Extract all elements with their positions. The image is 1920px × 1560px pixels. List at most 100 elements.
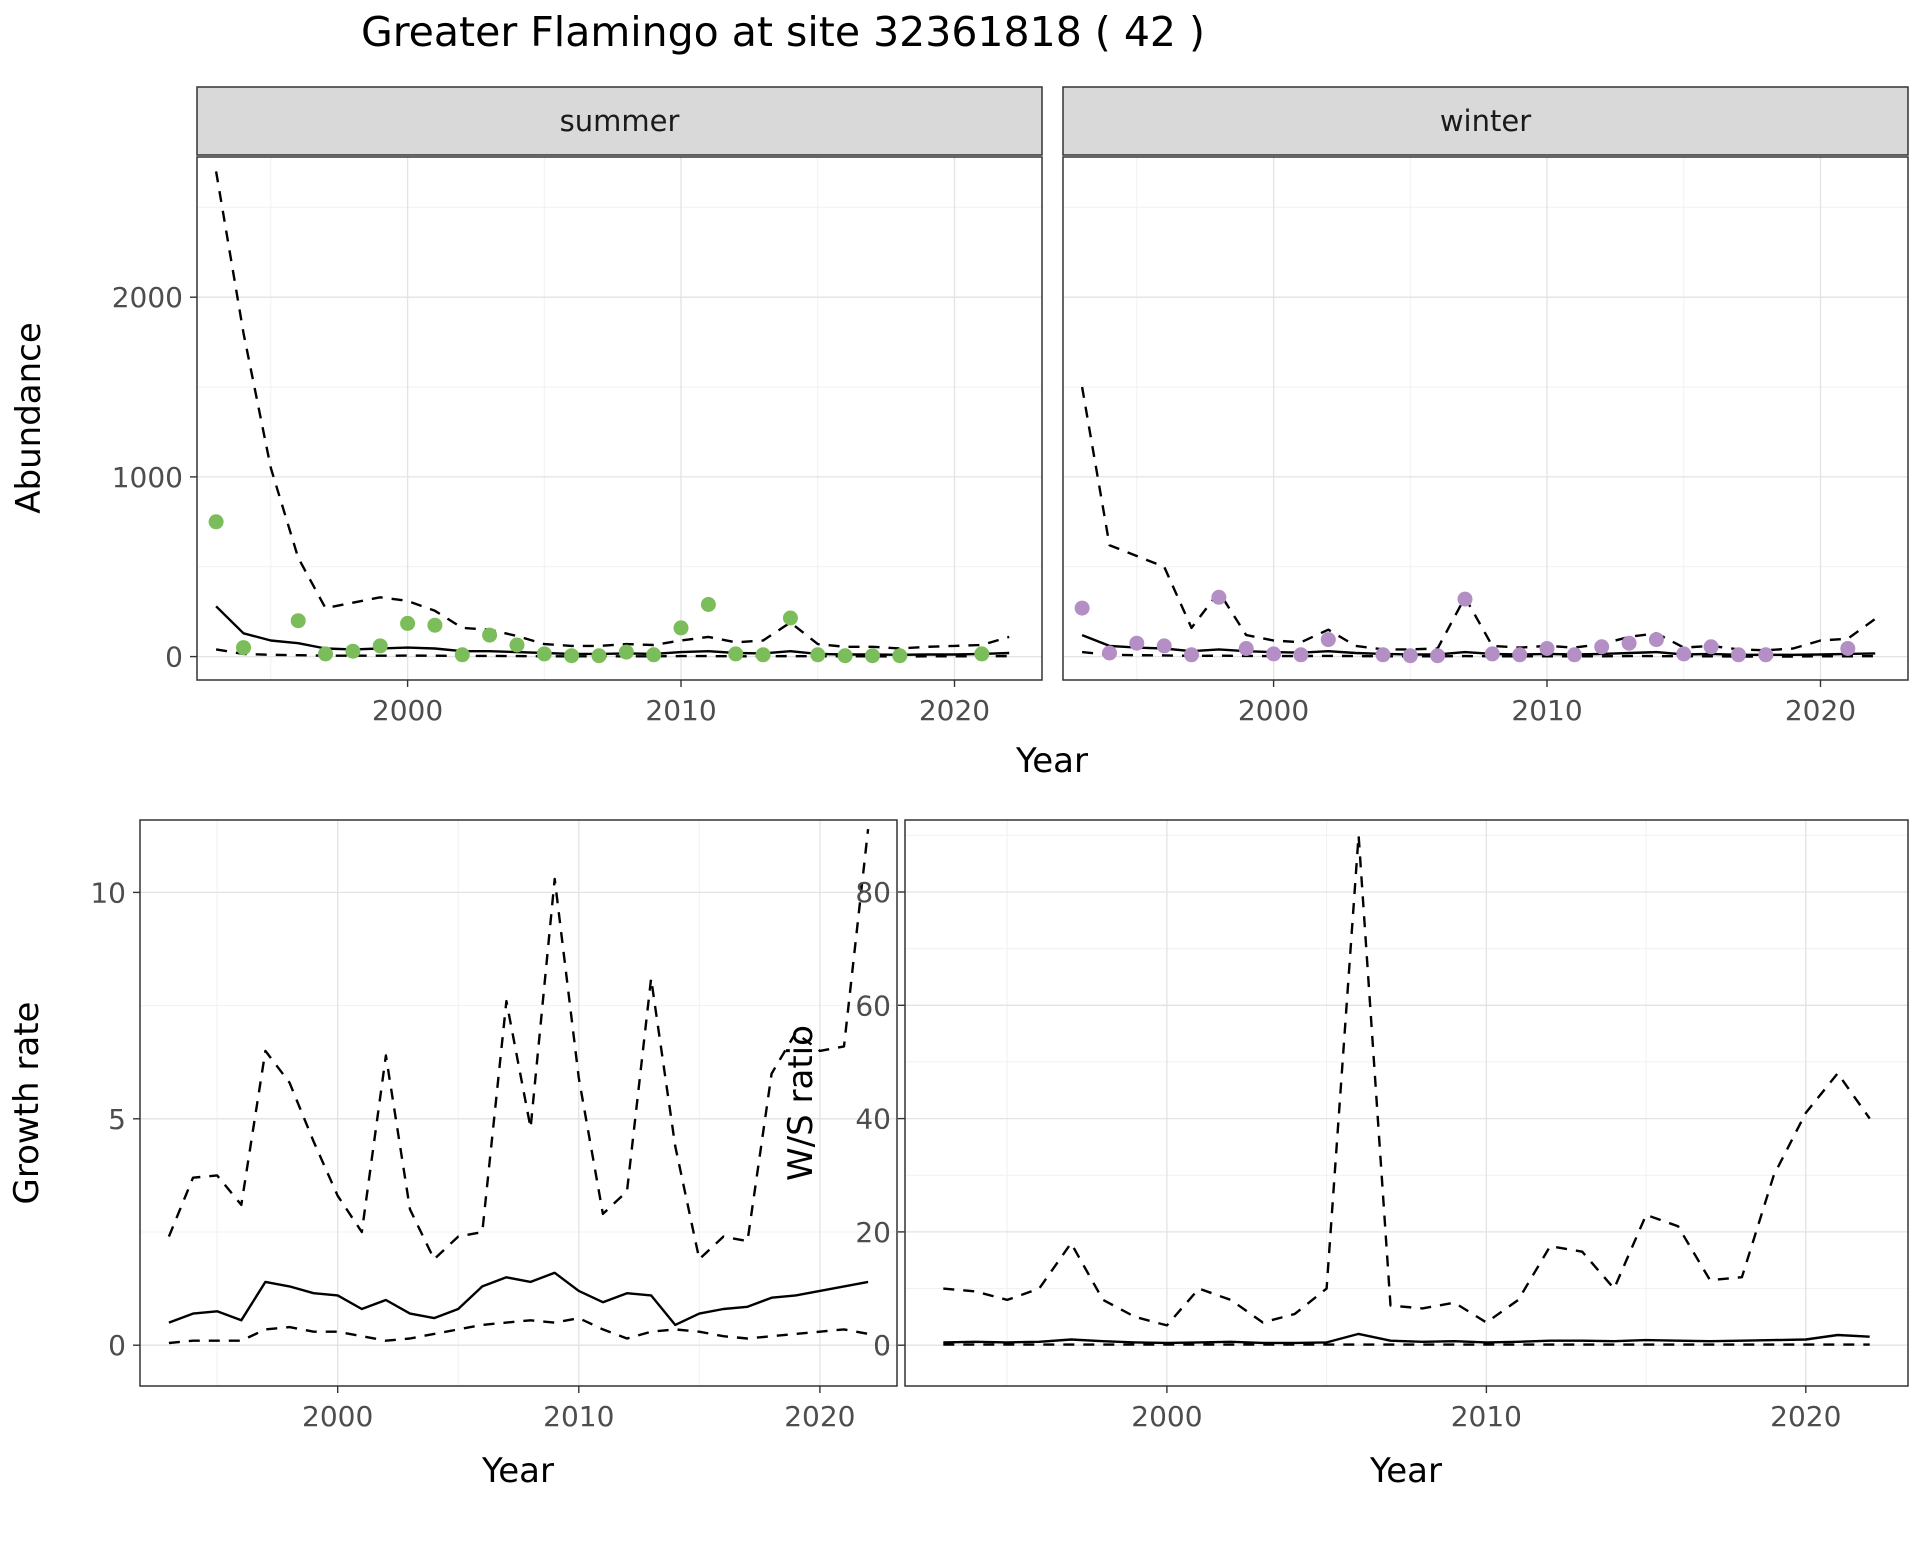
observed-point (1758, 647, 1774, 663)
y-tick-label: 10 (90, 876, 126, 909)
facet-strip-label-winter: winter (1440, 104, 1531, 138)
observed-point (1648, 632, 1664, 648)
observed-point (236, 640, 251, 656)
y-tick-label: 20 (855, 1216, 891, 1249)
figure-title: Greater Flamingo at site 32361818 ( 42 ) (360, 8, 1206, 56)
observed-point (1539, 641, 1555, 656)
abundance-winter-panel (1063, 157, 1908, 680)
fit-line-growth (168, 1271, 869, 1327)
observed-point (700, 597, 716, 612)
x-tick-label: 2000 (1238, 694, 1309, 727)
y-tick-label: 40 (855, 1103, 891, 1136)
observed-point (1293, 647, 1309, 663)
fit-line-ws (943, 1332, 1870, 1345)
observed-point (372, 638, 388, 654)
abundance-summer-panel-border (196, 156, 1043, 681)
observed-point (1430, 648, 1446, 664)
observed-point (427, 617, 443, 633)
x-tick-label: 2020 (784, 1400, 855, 1433)
observed-point (1266, 646, 1282, 662)
observed-point (1211, 589, 1227, 605)
x-axis-title-year-growth: Year (481, 1451, 554, 1491)
y-tick-label: 0 (165, 641, 183, 674)
observed-point (564, 648, 580, 664)
y-tick-label: 80 (855, 876, 891, 909)
observed-point (318, 646, 333, 662)
y-tick-label: 5 (108, 1103, 126, 1136)
ci-upper-summer (214, 171, 1010, 650)
x-tick-label: 2010 (1511, 694, 1582, 727)
observed-point (290, 613, 306, 629)
observed-point (837, 648, 853, 664)
observed-point (1184, 647, 1199, 663)
observed-point (1594, 639, 1610, 655)
observed-point (482, 627, 498, 643)
y-tick-label: 0 (873, 1329, 891, 1362)
x-tick-label: 2010 (1451, 1400, 1522, 1433)
x-tick-label: 2020 (919, 694, 990, 727)
ws-ratio-panel (905, 820, 1908, 1386)
x-tick-label: 2000 (302, 1400, 373, 1433)
observed-point (509, 637, 525, 653)
x-tick-label: 2000 (372, 694, 443, 727)
observed-point (1238, 641, 1254, 656)
observed-point (400, 615, 416, 631)
observed-point (1102, 645, 1117, 661)
y-tick-label: 60 (855, 989, 891, 1022)
observed-point (1840, 641, 1856, 656)
x-tick-label: 2000 (1131, 1400, 1202, 1433)
observed-point (618, 644, 634, 660)
observed-point (810, 647, 826, 663)
observed-point (536, 646, 552, 662)
observed-point (1512, 647, 1528, 663)
observed-point (1484, 646, 1500, 662)
x-tick-label: 2010 (543, 1400, 614, 1433)
growth-rate-panel-border (139, 819, 898, 1387)
ws-ratio-panel-border (904, 819, 1909, 1387)
x-tick-label: 2020 (1770, 1400, 1841, 1433)
facet-strip-winter (1062, 86, 1909, 156)
observed-point (1703, 639, 1719, 655)
observed-point (1621, 635, 1637, 651)
y-tick-label: 2000 (112, 281, 183, 314)
observed-point (1566, 647, 1582, 663)
observed-point (755, 647, 771, 663)
observed-point (1129, 635, 1145, 651)
observed-point (1402, 648, 1418, 664)
observed-point (673, 620, 689, 636)
observed-point (1731, 647, 1746, 663)
x-tick-label: 2020 (1785, 694, 1856, 727)
x-axis-title-year-ws: Year (1369, 1451, 1442, 1491)
observed-point (728, 646, 744, 662)
ci-upper-ws (943, 834, 1871, 1327)
observed-point (1156, 638, 1172, 654)
observed-point (1676, 646, 1692, 662)
x-tick-label: 2010 (645, 694, 716, 727)
observed-point (1375, 647, 1391, 663)
x-axis-title-year-top: Year (1015, 741, 1088, 781)
observed-point (782, 610, 798, 626)
observed-point (646, 647, 662, 663)
observed-point (892, 648, 908, 664)
growth-rate-panel (140, 820, 897, 1386)
observed-point (208, 514, 224, 530)
y-axis-title-growth-rate: Growth rate (7, 1002, 47, 1205)
observed-point (865, 648, 880, 664)
observed-point (1457, 591, 1473, 607)
observed-point (591, 648, 607, 664)
ci-upper-growth (167, 828, 870, 1261)
observed-point (1320, 632, 1336, 648)
observed-point (1074, 600, 1090, 616)
abundance-winter-panel-border (1062, 156, 1909, 681)
y-axis-title-ws-ratio: W/S ratio (781, 1025, 821, 1181)
observed-point (345, 643, 361, 659)
facet-strip-summer (196, 86, 1043, 156)
y-axis-title-abundance: Abundance (9, 322, 49, 514)
abundance-summer-panel (197, 157, 1042, 680)
y-tick-label: 0 (108, 1329, 126, 1362)
observed-point (454, 647, 470, 663)
y-tick-label: 1000 (112, 461, 183, 494)
observed-point (974, 646, 990, 662)
